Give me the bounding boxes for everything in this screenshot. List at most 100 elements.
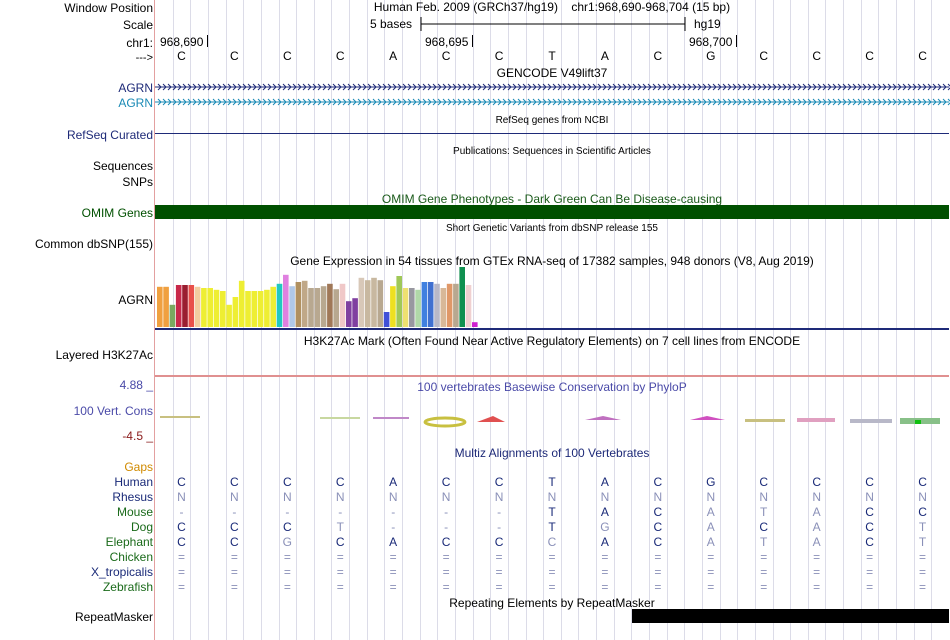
- conservation-logo[interactable]: [155, 412, 949, 432]
- gtex-tissue-bar[interactable]: [390, 286, 396, 327]
- gtex-tissue-bar[interactable]: [320, 286, 327, 327]
- alignment-base: C: [494, 535, 504, 549]
- alignment-base: C: [230, 475, 239, 489]
- grid-line: [543, 0, 545, 640]
- gtex-tissue-bar[interactable]: [276, 283, 283, 327]
- gtex-tissue-bar[interactable]: [289, 286, 295, 327]
- gencode-transcript-1[interactable]: [155, 83, 950, 91]
- gtex-tissue-bar[interactable]: [264, 289, 270, 327]
- species-label[interactable]: Mouse: [116, 505, 153, 519]
- gene-label-agrn-2[interactable]: AGRN: [118, 96, 153, 110]
- gtex-tissue-bar[interactable]: [421, 282, 428, 327]
- gtex-tissue-bar[interactable]: [358, 277, 365, 327]
- gtex-tissue-bar[interactable]: [327, 283, 333, 327]
- gtex-tissue-bar[interactable]: [377, 280, 384, 327]
- refseq-track-title[interactable]: RefSeq genes from NCBI: [495, 115, 609, 126]
- conservation-track-title[interactable]: 100 vertebrates Basewise Conservation by…: [417, 380, 687, 394]
- alignment-base: =: [654, 580, 662, 594]
- species-label[interactable]: X_tropicalis: [90, 565, 153, 579]
- gtex-tissue-bar[interactable]: [371, 277, 377, 327]
- gtex-tissue-bar[interactable]: [194, 286, 201, 327]
- dbsnp-track-title[interactable]: Short Genetic Variants from dbSNP releas…: [446, 223, 658, 234]
- gtex-tissue-bar[interactable]: [364, 280, 371, 327]
- alignment-base: A: [389, 535, 398, 549]
- gtex-tissue-bar[interactable]: [295, 282, 302, 327]
- gtex-tissue-bar[interactable]: [220, 291, 226, 327]
- gtex-tissue-bar[interactable]: [415, 289, 421, 327]
- scale-text: 5 bases: [370, 17, 413, 31]
- gtex-tissue-bar[interactable]: [251, 291, 258, 327]
- gtex-tissue-bar[interactable]: [314, 288, 321, 327]
- gtex-tissue-bar[interactable]: [465, 285, 472, 327]
- sequences-label[interactable]: Sequences: [92, 159, 153, 173]
- 100-vert-cons-label[interactable]: 100 Vert. Cons: [73, 404, 153, 418]
- gtex-tissue-bar[interactable]: [182, 285, 188, 327]
- alignment-base: C: [653, 535, 663, 549]
- gtex-tissue-bar[interactable]: [188, 285, 195, 327]
- gtex-expression-chart[interactable]: [155, 267, 949, 330]
- gtex-tissue-bar[interactable]: [301, 280, 308, 327]
- gtex-tissue-bar[interactable]: [346, 301, 352, 327]
- gtex-tissue-bar[interactable]: [175, 285, 182, 327]
- gtex-tissue-bar[interactable]: [409, 288, 415, 327]
- gtex-tissue-bar[interactable]: [283, 274, 289, 327]
- repeat-element-bar[interactable]: [632, 609, 949, 623]
- gencode-track-title[interactable]: GENCODE V49lift37: [496, 66, 608, 80]
- omim-track-title[interactable]: OMIM Gene Phenotypes - Dark Green Can Be…: [381, 192, 723, 206]
- h3k27ac-track-title[interactable]: H3K27Ac Mark (Often Found Near Active Re…: [303, 334, 801, 348]
- species-label[interactable]: Dog: [130, 520, 153, 534]
- omim-genes-label[interactable]: OMIM Genes: [81, 206, 153, 220]
- gtex-tissue-bar[interactable]: [402, 288, 409, 327]
- gene-label-agrn-1[interactable]: AGRN: [118, 81, 153, 95]
- gtex-tissue-bar[interactable]: [453, 283, 459, 327]
- gtex-tissue-bar[interactable]: [157, 286, 163, 327]
- gtex-tissue-bar[interactable]: [207, 288, 213, 327]
- gtex-tissue-bar[interactable]: [226, 304, 232, 327]
- gtex-tissue-bar[interactable]: [333, 289, 339, 327]
- gtex-tissue-bar[interactable]: [396, 276, 402, 327]
- repeatmasker-track-title[interactable]: Repeating Elements by RepeatMasker: [449, 596, 655, 610]
- gtex-tissue-bar[interactable]: [427, 282, 434, 327]
- gtex-tissue-bar[interactable]: [270, 286, 276, 327]
- grid-line: [825, 0, 827, 640]
- gtex-tissue-bar[interactable]: [472, 322, 478, 327]
- publications-track-title[interactable]: Publications: Sequences in Scientific Ar…: [453, 146, 651, 157]
- layered-h3k27ac-label[interactable]: Layered H3K27Ac: [55, 348, 153, 362]
- common-dbsnp-label[interactable]: Common dbSNP(155): [34, 237, 153, 251]
- gtex-tissue-bar[interactable]: [352, 298, 358, 327]
- gtex-tissue-bar[interactable]: [213, 289, 220, 327]
- alignment-base: T: [760, 535, 768, 549]
- refseq-curated-label[interactable]: RefSeq Curated: [66, 128, 153, 142]
- gtex-tissue-bar[interactable]: [339, 283, 346, 327]
- gtex-tissue-bar[interactable]: [459, 267, 465, 327]
- alignment-base: N: [812, 490, 821, 504]
- snps-label[interactable]: SNPs: [122, 175, 153, 189]
- gtex-tissue-bar[interactable]: [169, 304, 176, 327]
- gtex-tissue-bar[interactable]: [446, 283, 453, 327]
- species-label[interactable]: Rhesus: [112, 490, 153, 504]
- gtex-tissue-bar[interactable]: [434, 283, 440, 327]
- refseq-gene-line[interactable]: [155, 133, 949, 134]
- gtex-tissue-bar[interactable]: [440, 288, 447, 327]
- gtex-tissue-bar[interactable]: [308, 288, 314, 327]
- species-label[interactable]: Human: [114, 475, 153, 489]
- gtex-tissue-bar[interactable]: [257, 291, 264, 327]
- gtex-tissue-bar[interactable]: [201, 288, 207, 327]
- alignment-base: =: [495, 565, 503, 579]
- chrom-label: chr1:: [126, 36, 153, 50]
- gtex-track-title[interactable]: Gene Expression in 54 tissues from GTEx …: [290, 254, 814, 268]
- omim-gene-bar[interactable]: [155, 205, 949, 219]
- multiz-track-title[interactable]: Multiz Alignments of 100 Vertebrates: [454, 446, 650, 460]
- species-label[interactable]: Elephant: [105, 535, 153, 549]
- gtex-tissue-bar[interactable]: [238, 280, 245, 327]
- species-label[interactable]: Zebrafish: [102, 580, 153, 594]
- gtex-tissue-bar[interactable]: [232, 297, 239, 327]
- alignment-base: C: [865, 520, 874, 534]
- repeatmasker-label[interactable]: RepeatMasker: [74, 610, 153, 624]
- gtex-tissue-bar[interactable]: [163, 286, 169, 327]
- species-label[interactable]: Chicken: [109, 550, 153, 564]
- gtex-tissue-bar[interactable]: [245, 291, 251, 327]
- gencode-transcript-2[interactable]: [155, 98, 950, 106]
- gtex-gene-label[interactable]: AGRN: [118, 293, 153, 307]
- gtex-tissue-bar[interactable]: [383, 312, 390, 327]
